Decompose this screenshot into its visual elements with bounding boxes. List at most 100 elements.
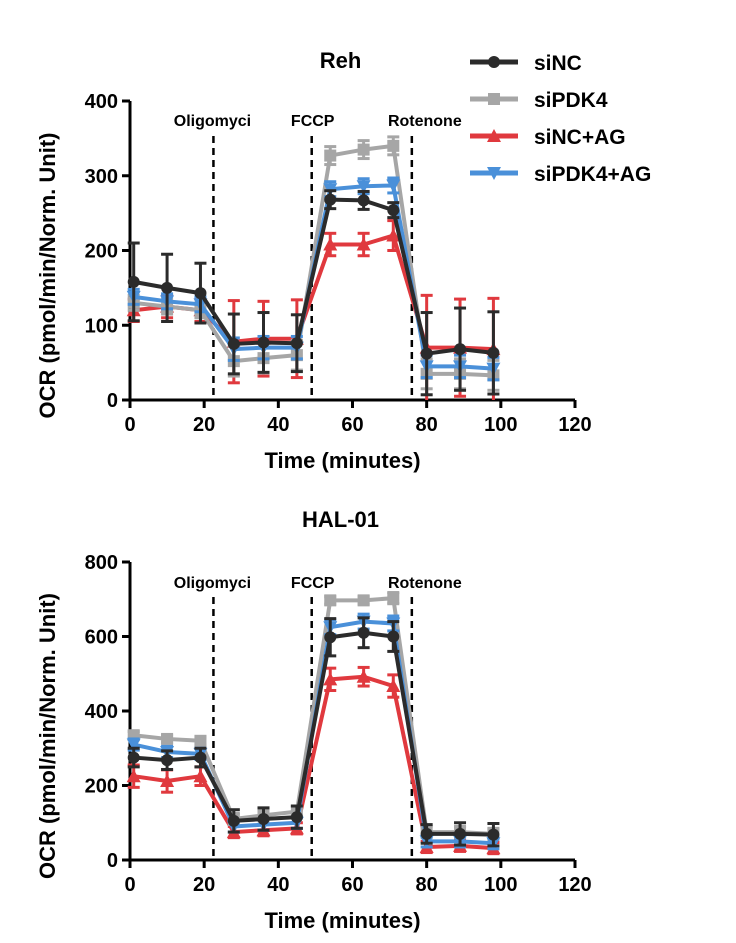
x-tick-label: 20 — [193, 874, 215, 896]
data-point — [290, 337, 303, 350]
y-tick-label: 800 — [85, 552, 118, 574]
injection-label: Oligomyci — [174, 113, 251, 130]
series-sinc — [127, 616, 500, 848]
legend-label: siNC+AG — [534, 126, 626, 149]
data-point — [387, 139, 400, 152]
data-point — [161, 281, 174, 294]
data-point — [386, 179, 401, 193]
data-point — [194, 734, 207, 747]
data-point — [257, 336, 270, 349]
x-tick-label: 120 — [558, 874, 591, 896]
legend-label: siPDK4+AG — [534, 163, 651, 186]
injection-label: FCCP — [291, 575, 335, 592]
data-point — [161, 754, 174, 767]
injection-label: Rotenone — [388, 113, 462, 130]
data-point — [193, 769, 208, 783]
data-point — [324, 594, 337, 607]
legend-marker — [488, 56, 500, 68]
injection-label: FCCP — [291, 113, 335, 130]
x-axis-label: Time (minutes) — [264, 448, 420, 473]
data-point — [387, 204, 400, 217]
data-point — [161, 732, 174, 745]
series-line — [133, 630, 494, 837]
data-point — [126, 769, 141, 783]
y-tick-label: 200 — [85, 776, 118, 798]
chart-panel-1: Reh 0 100 200 300 400 0 20 40 60 80 100 120 Time (min… — [35, 48, 592, 473]
data-point — [387, 630, 400, 643]
data-point — [257, 813, 270, 826]
legend-item-sipdk4-ag: siPDK4+AG — [470, 163, 651, 186]
data-point — [227, 337, 240, 350]
y-tick-label: 300 — [85, 166, 118, 188]
data-point — [487, 828, 500, 841]
data-point — [160, 774, 175, 788]
x-tick-label: 100 — [484, 414, 517, 436]
x-tick-label: 40 — [267, 874, 289, 896]
x-tick-label: 20 — [193, 414, 215, 436]
data-point — [290, 811, 303, 824]
data-point — [420, 347, 433, 360]
injection-label: Oligomyci — [174, 575, 251, 592]
legend-label: siNC — [534, 52, 582, 75]
data-point — [324, 631, 337, 644]
series-sinc — [127, 189, 500, 397]
data-point — [357, 194, 370, 207]
y-tick-label: 400 — [85, 701, 118, 723]
y-tick-label: 600 — [85, 627, 118, 649]
injection-label: Rotenone — [388, 575, 462, 592]
y-tick-label: 0 — [107, 850, 118, 872]
legend-item-sinc-ag: siNC+AG — [470, 126, 626, 149]
series-line — [133, 197, 494, 356]
y-axis-label: OCR (pmol/min/Norm. Unit) — [35, 133, 60, 419]
data-point — [454, 827, 467, 840]
data-point — [357, 626, 370, 639]
x-tick-label: 80 — [416, 874, 438, 896]
data-point — [387, 592, 400, 605]
data-point — [324, 193, 337, 206]
data-point — [357, 594, 370, 607]
data-point — [127, 751, 140, 764]
data-point — [127, 275, 140, 288]
data-point — [356, 180, 371, 194]
y-tick-label: 400 — [85, 91, 118, 113]
y-tick-label: 0 — [107, 390, 118, 412]
legend-label: siPDK4 — [534, 89, 608, 112]
y-tick-label: 100 — [85, 315, 118, 337]
x-tick-label: 60 — [341, 414, 363, 436]
x-tick-label: 120 — [558, 414, 591, 436]
data-point — [323, 672, 338, 686]
x-tick-label: 0 — [124, 414, 135, 436]
data-point — [194, 751, 207, 764]
legend-marker — [487, 167, 501, 180]
legend-item-sipdk4: siPDK4 — [470, 89, 608, 112]
data-point — [487, 346, 500, 359]
chart-panel-2: HAL-01 0 200 400 600 800 0 20 40 60 80 100 120 Time (… — [35, 507, 592, 933]
legend-marker — [487, 129, 501, 142]
x-axis-label: Time (minutes) — [264, 908, 420, 933]
x-tick-label: 60 — [341, 874, 363, 896]
x-tick-label: 0 — [124, 874, 135, 896]
data-point — [357, 143, 370, 156]
y-tick-label: 200 — [85, 241, 118, 263]
data-point — [126, 738, 141, 752]
y-axis-label: OCR (pmol/min/Norm. Unit) — [35, 593, 60, 879]
data-point — [454, 343, 467, 356]
legend-marker — [488, 93, 500, 105]
data-point — [356, 669, 371, 683]
legend-item-sinc: siNC — [470, 52, 582, 75]
chart-title: Reh — [320, 48, 362, 73]
data-point — [386, 679, 401, 693]
data-point — [324, 149, 337, 162]
x-tick-label: 100 — [484, 874, 517, 896]
data-point — [227, 814, 240, 827]
data-point — [420, 827, 433, 840]
data-point — [194, 287, 207, 300]
data-point — [356, 237, 371, 251]
chart-title: HAL-01 — [302, 507, 379, 532]
data-point — [323, 237, 338, 251]
x-tick-label: 80 — [416, 414, 438, 436]
legend: siNC siPDK4 siNC+AG siPDK4+AG — [470, 52, 651, 186]
x-tick-label: 40 — [267, 414, 289, 436]
data-point — [386, 228, 401, 242]
